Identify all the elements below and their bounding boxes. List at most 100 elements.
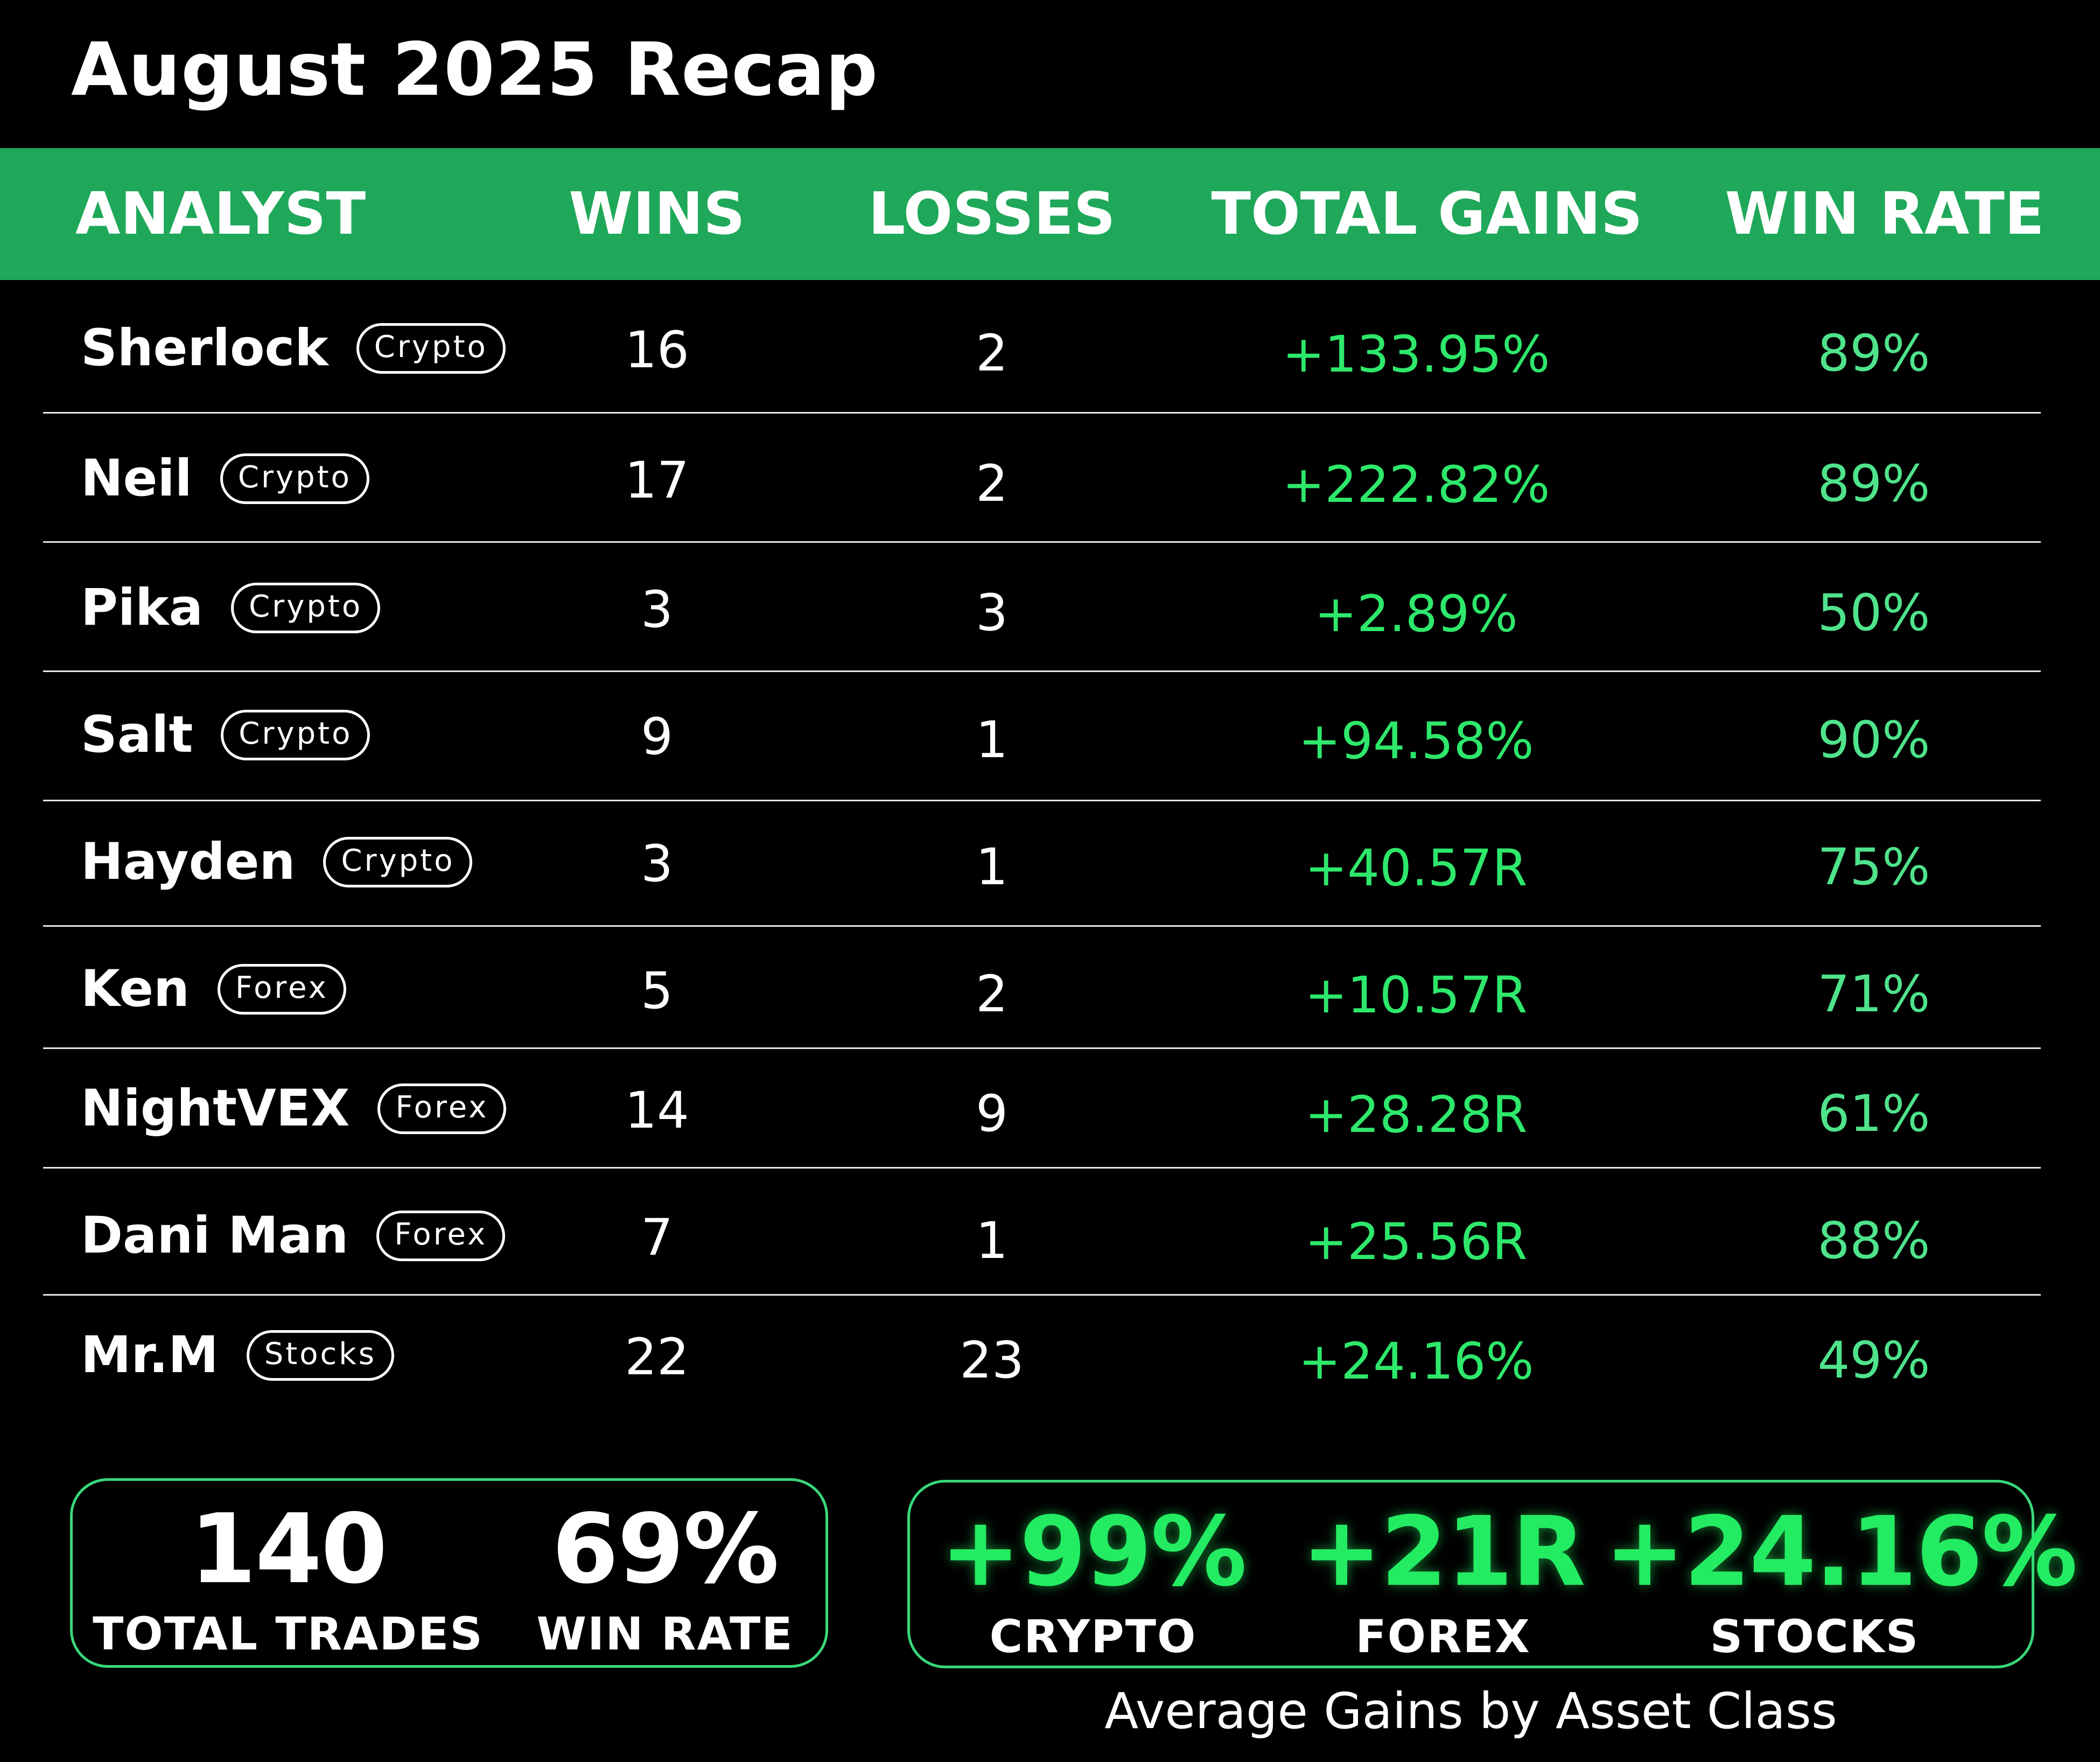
analyst-name: Hayden bbox=[81, 833, 296, 891]
page-title: August 2025 Recap bbox=[71, 27, 879, 113]
total-trades-value: 140 bbox=[190, 1493, 388, 1605]
analyst-cell: NightVEX Forex bbox=[81, 1079, 507, 1138]
total-gains-cell: +10.57R bbox=[1305, 966, 1528, 1025]
table-row: NightVEX Forex 14 9 +28.28R 61% bbox=[0, 1083, 2100, 1159]
analyst-cell: Mr.M Stocks bbox=[81, 1330, 394, 1381]
asset-class-badge: Forex bbox=[217, 964, 346, 1015]
analyst-name: Dani Man bbox=[81, 1206, 349, 1265]
stocks-average-value: +24.16% bbox=[1605, 1496, 2078, 1607]
total-gains-cell: +40.57R bbox=[1305, 839, 1528, 898]
stocks-average-stat: +24.16% STOCKS bbox=[1605, 1496, 2078, 1663]
table-row: Sherlock Crypto 16 2 +133.95% 89% bbox=[0, 323, 2100, 398]
overall-win-rate-label: WIN RATE bbox=[536, 1607, 794, 1660]
forex-average-value: +21R bbox=[1301, 1496, 1586, 1607]
losses-cell: 1 bbox=[976, 1212, 1008, 1270]
table-row: Mr.M Stocks 22 23 +24.16% 49% bbox=[0, 1330, 2100, 1406]
table-row: Salt Crypto 9 1 +94.58% 90% bbox=[0, 710, 2100, 785]
win-rate-cell: 71% bbox=[1817, 965, 1930, 1024]
row-divider bbox=[43, 1047, 2041, 1049]
header-wins: WINS bbox=[569, 180, 745, 248]
crypto-average-label: CRYPTO bbox=[989, 1610, 1197, 1663]
win-rate-cell: 89% bbox=[1817, 324, 1930, 383]
asset-class-badge: Stocks bbox=[246, 1330, 394, 1381]
wins-cell: 9 bbox=[641, 708, 673, 766]
analyst-name: Sherlock bbox=[81, 319, 328, 377]
total-gains-cell: +222.82% bbox=[1282, 456, 1550, 514]
average-gains-box: +99% CRYPTO +21R FOREX +24.16% STOCKS bbox=[907, 1480, 2078, 1668]
total-gains-cell: +94.58% bbox=[1298, 712, 1534, 771]
analyst-name: Mr.M bbox=[81, 1326, 219, 1385]
table-row: Pika Crypto 3 3 +2.89% 50% bbox=[0, 583, 2100, 658]
row-divider bbox=[43, 1294, 2041, 1296]
analyst-name: Neil bbox=[81, 449, 192, 508]
table-row: Hayden Crypto 3 1 +40.57R 75% bbox=[0, 837, 2100, 912]
header-losses: LOSSES bbox=[868, 180, 1116, 248]
asset-class-badge: Forex bbox=[376, 1211, 506, 1261]
analyst-cell: Pika Crypto bbox=[81, 578, 381, 637]
wins-cell: 3 bbox=[641, 581, 673, 639]
analyst-cell: Hayden Crypto bbox=[81, 833, 473, 891]
wins-cell: 17 bbox=[625, 451, 689, 510]
analyst-cell: Ken Forex bbox=[81, 964, 346, 1015]
wins-cell: 14 bbox=[625, 1081, 689, 1140]
forex-average-label: FOREX bbox=[1355, 1610, 1531, 1663]
win-rate-cell: 50% bbox=[1817, 584, 1930, 642]
table-row: Ken Forex 5 2 +10.57R 71% bbox=[0, 964, 2100, 1039]
asset-class-badge: Crypto bbox=[231, 583, 381, 633]
header-total-gains: TOTAL GAINS bbox=[1211, 180, 1643, 248]
win-rate-cell: 90% bbox=[1817, 711, 1930, 770]
total-gains-cell: +25.56R bbox=[1305, 1213, 1528, 1271]
analyst-cell: Neil Crypto bbox=[81, 453, 369, 504]
row-divider bbox=[43, 1167, 2041, 1169]
overall-win-rate-value: 69% bbox=[551, 1493, 779, 1605]
forex-average-stat: +21R FOREX bbox=[1287, 1496, 1599, 1663]
losses-cell: 2 bbox=[976, 965, 1008, 1024]
row-divider bbox=[43, 800, 2041, 801]
table-row: Neil Crypto 17 2 +222.82% 89% bbox=[0, 453, 2100, 529]
asset-class-badge: Forex bbox=[377, 1083, 507, 1134]
row-divider bbox=[43, 412, 2041, 414]
header-win-rate: WIN RATE bbox=[1725, 180, 2045, 248]
wins-cell: 5 bbox=[641, 962, 673, 1020]
losses-cell: 1 bbox=[976, 711, 1008, 770]
wins-cell: 3 bbox=[641, 835, 673, 893]
table-header: ANALYST WINS LOSSES TOTAL GAINS WIN RATE bbox=[0, 148, 2100, 280]
losses-cell: 3 bbox=[976, 584, 1008, 642]
analyst-name: Ken bbox=[81, 960, 190, 1018]
wins-cell: 16 bbox=[625, 321, 689, 380]
wins-cell: 22 bbox=[625, 1328, 689, 1387]
table-row: Dani Man Forex 7 1 +25.56R 88% bbox=[0, 1211, 2100, 1286]
total-trades-stat: 140 TOTAL TRADES bbox=[73, 1493, 503, 1660]
total-gains-cell: +133.95% bbox=[1282, 325, 1550, 384]
asset-class-badge: Crypto bbox=[356, 323, 506, 374]
losses-cell: 23 bbox=[960, 1331, 1024, 1390]
asset-class-badge: Crypto bbox=[221, 710, 370, 760]
win-rate-cell: 89% bbox=[1817, 455, 1930, 513]
header-analyst: ANALYST bbox=[75, 180, 366, 248]
stocks-average-label: STOCKS bbox=[1710, 1610, 1920, 1663]
win-rate-cell: 61% bbox=[1817, 1085, 1930, 1143]
total-gains-cell: +2.89% bbox=[1314, 585, 1518, 644]
analyst-name: Pika bbox=[81, 578, 204, 637]
crypto-average-value: +99% bbox=[940, 1496, 1247, 1607]
total-gains-cell: +24.16% bbox=[1298, 1332, 1534, 1391]
win-rate-cell: 49% bbox=[1817, 1331, 1930, 1390]
asset-class-badge: Crypto bbox=[220, 453, 369, 504]
losses-cell: 2 bbox=[976, 455, 1008, 513]
analyst-cell: Salt Crypto bbox=[81, 710, 370, 760]
losses-cell: 9 bbox=[976, 1085, 1008, 1143]
total-trades-label: TOTAL TRADES bbox=[93, 1607, 484, 1660]
crypto-average-stat: +99% CRYPTO bbox=[932, 1496, 1255, 1663]
overall-win-rate-stat: 69% WIN RATE bbox=[520, 1493, 810, 1660]
win-rate-cell: 75% bbox=[1817, 838, 1930, 897]
average-gains-caption: Average Gains by Asset Class bbox=[1104, 1682, 1837, 1740]
wins-cell: 7 bbox=[641, 1208, 673, 1267]
losses-cell: 2 bbox=[976, 324, 1008, 383]
asset-class-badge: Crypto bbox=[323, 837, 473, 887]
totals-box: 140 TOTAL TRADES 69% WIN RATE bbox=[70, 1478, 828, 1668]
row-divider bbox=[43, 541, 2041, 543]
losses-cell: 1 bbox=[976, 838, 1008, 897]
analyst-name: NightVEX bbox=[81, 1079, 350, 1138]
win-rate-cell: 88% bbox=[1817, 1212, 1930, 1270]
total-gains-cell: +28.28R bbox=[1305, 1086, 1528, 1144]
